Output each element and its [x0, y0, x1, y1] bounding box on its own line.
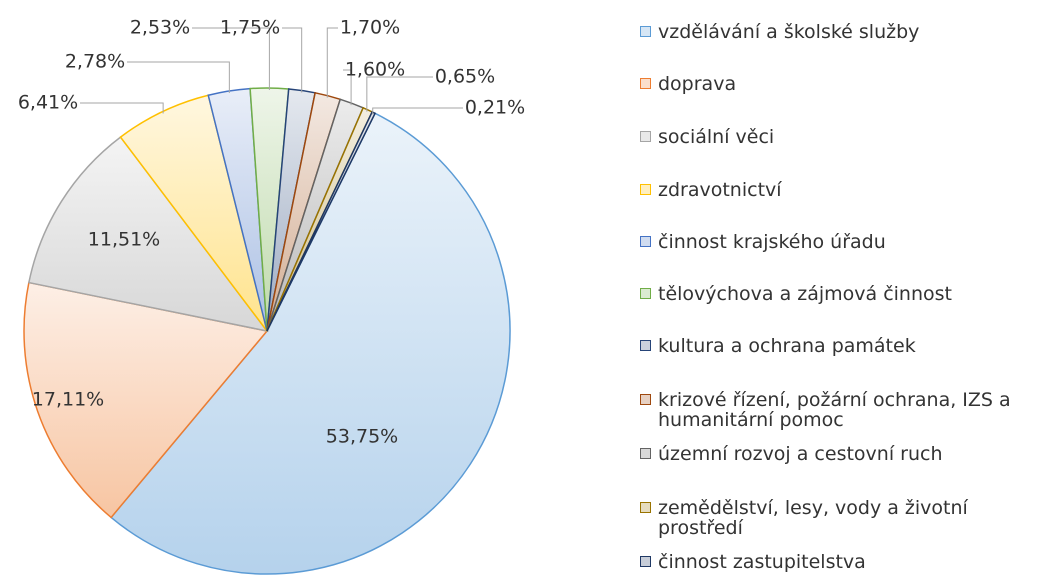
legend-swatch: [640, 448, 651, 459]
legend-label: činnost krajského úřadu: [658, 231, 886, 253]
legend-item: územní rozvoj a cestovní ruch: [640, 444, 1040, 464]
leader-line: [192, 27, 270, 91]
legend-swatch: [640, 131, 651, 142]
leader-line: [366, 76, 433, 112]
legend-item: vzdělávání a školské služby: [640, 22, 1040, 42]
legend-label: kultura a ochrana památek: [658, 335, 916, 357]
data-label: 6,41%: [18, 92, 78, 114]
leader-line: [343, 69, 352, 106]
legend-swatch: [640, 78, 651, 89]
data-label: 17,11%: [32, 389, 104, 411]
legend-label: krizové řízení, požární ochrana, IZS a h…: [658, 389, 1011, 431]
leader-line: [282, 27, 303, 93]
legend-item: zemědělství, lesy, vody a životní prostř…: [640, 498, 1040, 538]
data-label: 0,21%: [465, 97, 525, 119]
legend-item: tělovýchova a zájmová činnost: [640, 284, 1040, 304]
legend-label: územní rozvoj a cestovní ruch: [658, 443, 943, 465]
legend-swatch: [640, 340, 651, 351]
legend-swatch: [640, 236, 651, 247]
legend-label: zemědělství, lesy, vody a životní prostř…: [658, 497, 968, 539]
legend-item: zdravotnictví: [640, 180, 1040, 200]
data-label: 0,65%: [435, 66, 495, 88]
data-label: 2,78%: [65, 51, 125, 73]
legend-label: zdravotnictví: [658, 179, 782, 201]
legend-label: tělovýchova a zájmová činnost: [658, 283, 952, 305]
legend-item: činnost krajského úřadu: [640, 232, 1040, 252]
chart: 53,75% 17,11% 11,51% 6,41% 2,78%2,53% 1,75% 1,…: [18, 17, 525, 575]
pie-slice: [110, 112, 511, 575]
legend-swatch: [640, 556, 651, 567]
data-label: 11,51%: [88, 229, 160, 251]
legend-swatch: [640, 502, 651, 513]
legend-item: doprava: [640, 74, 1040, 94]
leader-line: [80, 102, 164, 114]
legend-swatch: [640, 394, 651, 405]
leader-line: [326, 27, 338, 98]
legend-swatch: [640, 26, 651, 37]
legend-item: krizové řízení, požární ochrana, IZS a h…: [640, 390, 1040, 430]
legend-item: sociální věci: [640, 127, 1040, 147]
legend: vzdělávání a školské služby doprava sociál…: [640, 0, 1048, 579]
legend-swatch: [640, 288, 651, 299]
leader-line: [127, 61, 230, 93]
legend-label: vzdělávání a školské služby: [658, 21, 920, 43]
pie-slice: [27, 136, 269, 333]
legend-item: činnost zastupitelstva: [640, 552, 1040, 572]
legend-label: sociální věci: [658, 126, 775, 148]
data-label: 1,60%: [345, 59, 405, 81]
legend-swatch: [640, 184, 651, 195]
legend-label: doprava: [658, 73, 737, 95]
leader-line: [372, 107, 463, 115]
legend-label: činnost zastupitelstva: [658, 551, 866, 573]
data-label: 53,75%: [326, 426, 398, 448]
pie-slice: [23, 281, 269, 519]
legend-item: kultura a ochrana památek: [640, 336, 1040, 356]
data-label: 1,70%: [340, 17, 400, 39]
data-label: 2,53%: [130, 17, 190, 39]
data-label: 1,75%: [220, 17, 280, 39]
pie-slice: [266, 110, 377, 332]
